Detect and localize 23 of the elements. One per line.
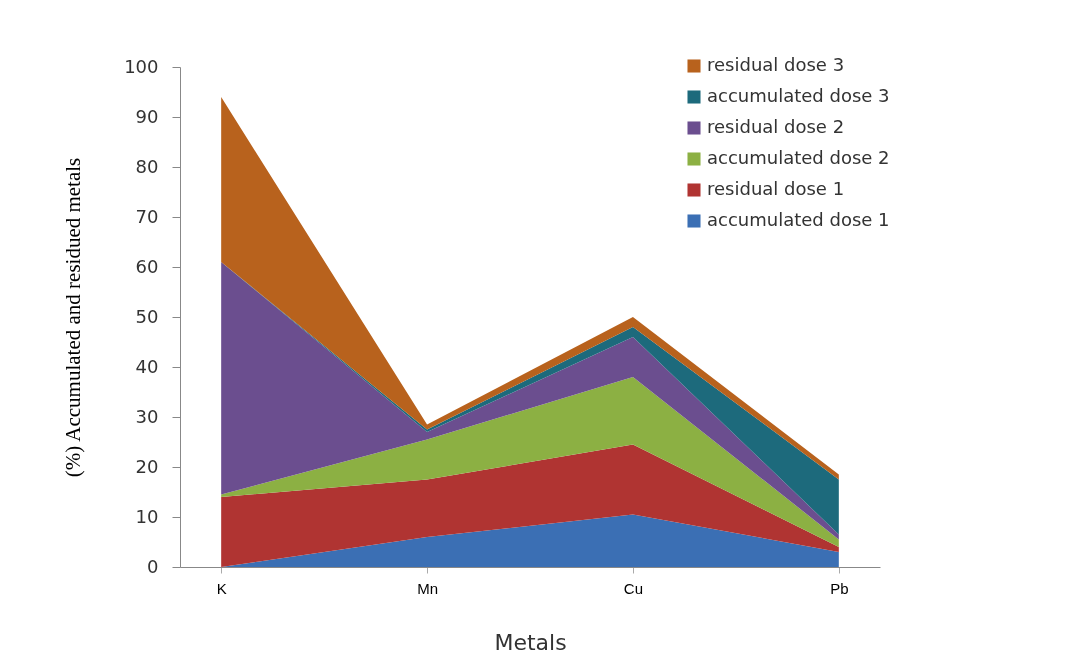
y-tick-label: 10 — [135, 505, 159, 527]
legend-label: accumulated dose 3 — [707, 85, 890, 106]
y-tick-label: 100 — [124, 55, 159, 77]
x-tick-label: Pb — [830, 579, 849, 597]
y-tick-label: 30 — [135, 405, 159, 427]
y-tick-label: 80 — [135, 155, 159, 177]
x-tick-label: Mn — [417, 579, 438, 597]
y-tick-label: 0 — [147, 555, 159, 577]
x-axis-title: Metals — [494, 629, 567, 655]
x-tick-label: K — [216, 579, 227, 597]
y-tick-label: 90 — [135, 105, 159, 127]
y-tick-label: 20 — [135, 455, 159, 477]
legend-label: accumulated dose 2 — [707, 147, 890, 168]
y-tick-label: 60 — [135, 255, 159, 277]
legend-label: accumulated dose 1 — [707, 209, 890, 230]
y-tick-label: 50 — [135, 305, 159, 327]
y-axis-title: (%) Accumulated and residued metals — [61, 157, 86, 478]
x-tick-label: Cu — [623, 579, 644, 597]
legend-label: residual dose 2 — [707, 116, 845, 137]
y-tick-label: 70 — [135, 205, 159, 227]
y-tick-label: 40 — [135, 355, 159, 377]
legend-label: residual dose 3 — [707, 54, 845, 75]
legend-label: residual dose 1 — [707, 178, 845, 199]
